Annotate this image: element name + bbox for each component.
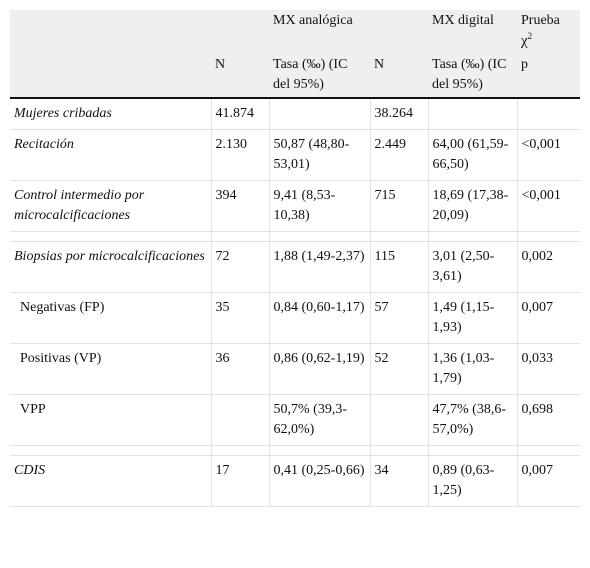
cell-rate-digital: 1,36 (1,03-1,79) bbox=[428, 343, 518, 395]
cell-rate-analog: 1,88 (1,49-2,37) bbox=[269, 241, 371, 293]
cell-n-digital: 115 bbox=[370, 241, 429, 293]
cell-rate-analog: 9,41 (8,53-10,38) bbox=[269, 180, 371, 232]
row-label: Recitación bbox=[10, 129, 212, 181]
header-col-p: p bbox=[517, 52, 580, 98]
header-empty-label bbox=[10, 10, 211, 52]
header-chi-superscript: 2 bbox=[527, 31, 533, 41]
row-label: Biopsias por microcalcificaciones bbox=[10, 241, 212, 293]
cell-n-analog: 2.130 bbox=[211, 129, 270, 181]
cell-n-digital: 57 bbox=[370, 292, 429, 344]
cell-rate-digital: 3,01 (2,50-3,61) bbox=[428, 241, 518, 293]
row-label: VPP bbox=[10, 394, 212, 446]
cell-rate-digital: 64,00 (61,59-66,50) bbox=[428, 129, 518, 181]
cell-rate-analog bbox=[269, 98, 371, 130]
table-row: Control intermedio por microcalcificacio… bbox=[10, 180, 580, 232]
row-label: Negativas (FP) bbox=[10, 292, 212, 344]
header-group-digital: MX digital bbox=[428, 10, 517, 52]
header-test-label: Prueba bbox=[521, 13, 560, 28]
cell-n-analog: 35 bbox=[211, 292, 270, 344]
cell-rate-analog: 0,86 (0,62-1,19) bbox=[269, 343, 371, 395]
cell-n-digital: 38.264 bbox=[370, 98, 429, 130]
table-row: Recitación 2.130 50,87 (48,80-53,01) 2.4… bbox=[10, 129, 580, 181]
table-row: CDIS 17 0,41 (0,25-0,66) 34 0,89 (0,63-1… bbox=[10, 455, 580, 507]
row-label: Positivas (VP) bbox=[10, 343, 212, 395]
cell-rate-digital: 18,69 (17,38-20,09) bbox=[428, 180, 518, 232]
header-empty-n2 bbox=[370, 10, 428, 52]
table-row: Biopsias por microcalcificaciones 72 1,8… bbox=[10, 241, 580, 293]
cell-p-value bbox=[517, 98, 580, 130]
cell-n-digital: 715 bbox=[370, 180, 429, 232]
table-spacer-row bbox=[10, 445, 580, 456]
cell-p-value: 0,007 bbox=[521, 463, 554, 478]
cell-p-value: 0,002 bbox=[521, 249, 554, 264]
header-col-n1: N bbox=[211, 52, 269, 98]
header-col-rate2: Tasa (‰) (IC del 95%) bbox=[428, 52, 517, 98]
table-row: Positivas (VP) 36 0,86 (0,62-1,19) 52 1,… bbox=[10, 343, 580, 395]
header-col-n2: N bbox=[370, 52, 428, 98]
cell-rate-analog: 0,41 (0,25-0,66) bbox=[269, 455, 371, 507]
cell-rate-digital: 47,7% (38,6-57,0%) bbox=[428, 394, 518, 446]
cell-p-value: 0,033 bbox=[521, 351, 554, 366]
header-col-rate1: Tasa (‰) (IC del 95%) bbox=[269, 52, 370, 98]
cell-rate-analog: 50,87 (48,80-53,01) bbox=[269, 129, 371, 181]
cell-rate-digital: 0,89 (0,63-1,25) bbox=[428, 455, 518, 507]
cell-n-analog: 41.874 bbox=[211, 98, 270, 130]
cell-p-value: <0,001 bbox=[521, 188, 561, 203]
cell-rate-analog: 0,84 (0,60-1,17) bbox=[269, 292, 371, 344]
header-test: Prueba χ2 bbox=[517, 10, 580, 52]
cell-n-analog: 36 bbox=[211, 343, 270, 395]
row-label: Control intermedio por microcalcificacio… bbox=[10, 180, 212, 232]
row-label: CDIS bbox=[10, 455, 212, 507]
cell-n-analog bbox=[211, 394, 270, 446]
table-body: Mujeres cribadas 41.874 38.264 Recitació… bbox=[10, 98, 580, 507]
table-row: Mujeres cribadas 41.874 38.264 bbox=[10, 98, 580, 130]
table-row: VPP 50,7% (39,3-62,0%) 47,7% (38,6-57,0%… bbox=[10, 394, 580, 446]
cell-n-digital: 34 bbox=[370, 455, 429, 507]
cell-n-analog: 72 bbox=[211, 241, 270, 293]
cell-rate-analog: 50,7% (39,3-62,0%) bbox=[269, 394, 371, 446]
cell-n-digital: 52 bbox=[370, 343, 429, 395]
header-chi-symbol: χ bbox=[521, 33, 528, 49]
cell-rate-digital: 1,49 (1,15-1,93) bbox=[428, 292, 518, 344]
header-row-columns: N Tasa (‰) (IC del 95%) N Tasa (‰) (IC d… bbox=[10, 52, 580, 98]
cell-n-analog: 394 bbox=[211, 180, 270, 232]
cell-p-value: 0,007 bbox=[521, 300, 554, 315]
cell-n-digital: 2.449 bbox=[370, 129, 429, 181]
cell-p-value: 0,698 bbox=[521, 402, 554, 417]
table-spacer-row bbox=[10, 231, 580, 242]
table-row: Negativas (FP) 35 0,84 (0,60-1,17) 57 1,… bbox=[10, 292, 580, 344]
cell-n-analog: 17 bbox=[211, 455, 270, 507]
cell-rate-digital bbox=[428, 98, 518, 130]
header-row-groups: MX analógica MX digital Prueba χ2 bbox=[10, 10, 580, 52]
table-header: MX analógica MX digital Prueba χ2 N Tasa… bbox=[10, 10, 580, 98]
cell-n-digital bbox=[370, 394, 429, 446]
results-table: MX analógica MX digital Prueba χ2 N Tasa… bbox=[10, 10, 580, 507]
header-group-analog: MX analógica bbox=[269, 10, 370, 52]
row-label: Mujeres cribadas bbox=[10, 98, 212, 130]
header-empty-n1 bbox=[211, 10, 269, 52]
cell-p-value: <0,001 bbox=[521, 137, 561, 152]
header-col-label bbox=[10, 52, 211, 98]
